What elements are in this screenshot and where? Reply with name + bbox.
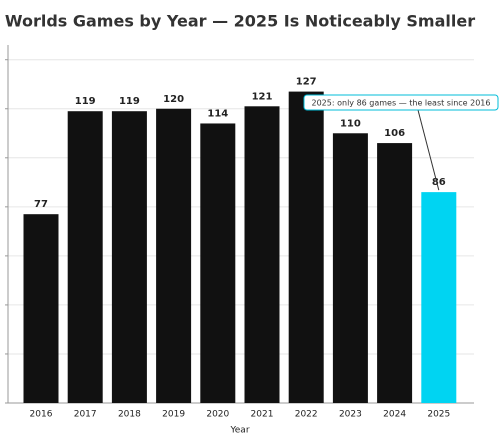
bar [111, 111, 147, 404]
value-label: 106 [384, 128, 405, 139]
x-tick-label: 2018 [118, 410, 141, 420]
annotation-arrow [417, 109, 440, 191]
value-label: 119 [119, 96, 140, 107]
bar [156, 108, 192, 404]
bar [23, 214, 59, 403]
bar [200, 123, 236, 403]
x-tick-label: 2019 [162, 410, 185, 420]
x-tick-label: 2023 [339, 410, 362, 420]
annotation-box [303, 94, 499, 111]
bar [244, 106, 280, 404]
bar [377, 143, 413, 403]
x-tick-label: 2022 [295, 410, 318, 420]
x-tick-label: 2017 [74, 410, 97, 420]
value-label: 114 [207, 108, 228, 119]
bar [421, 192, 457, 403]
x-tick-label: 2024 [383, 410, 406, 420]
value-label: 127 [296, 77, 317, 88]
x-tick-label: 2016 [30, 410, 53, 420]
x-tick-label: 2025 [427, 410, 450, 420]
bar [332, 133, 368, 403]
x-tick-label: 2020 [206, 410, 229, 420]
value-label: 120 [163, 94, 184, 105]
chart-title: Worlds Games by Year — 2025 Is Noticeabl… [5, 12, 475, 31]
bar [288, 91, 324, 403]
value-label: 86 [432, 177, 446, 188]
bar [67, 111, 103, 404]
x-tick-label: 2021 [251, 410, 274, 420]
annotation: 2025: only 86 games — the least since 20… [312, 99, 491, 108]
value-label: 77 [34, 199, 48, 210]
value-label: 119 [75, 96, 96, 107]
x-axis-label: Year [229, 426, 249, 436]
value-label: 110 [340, 118, 361, 129]
value-label: 121 [252, 91, 273, 102]
